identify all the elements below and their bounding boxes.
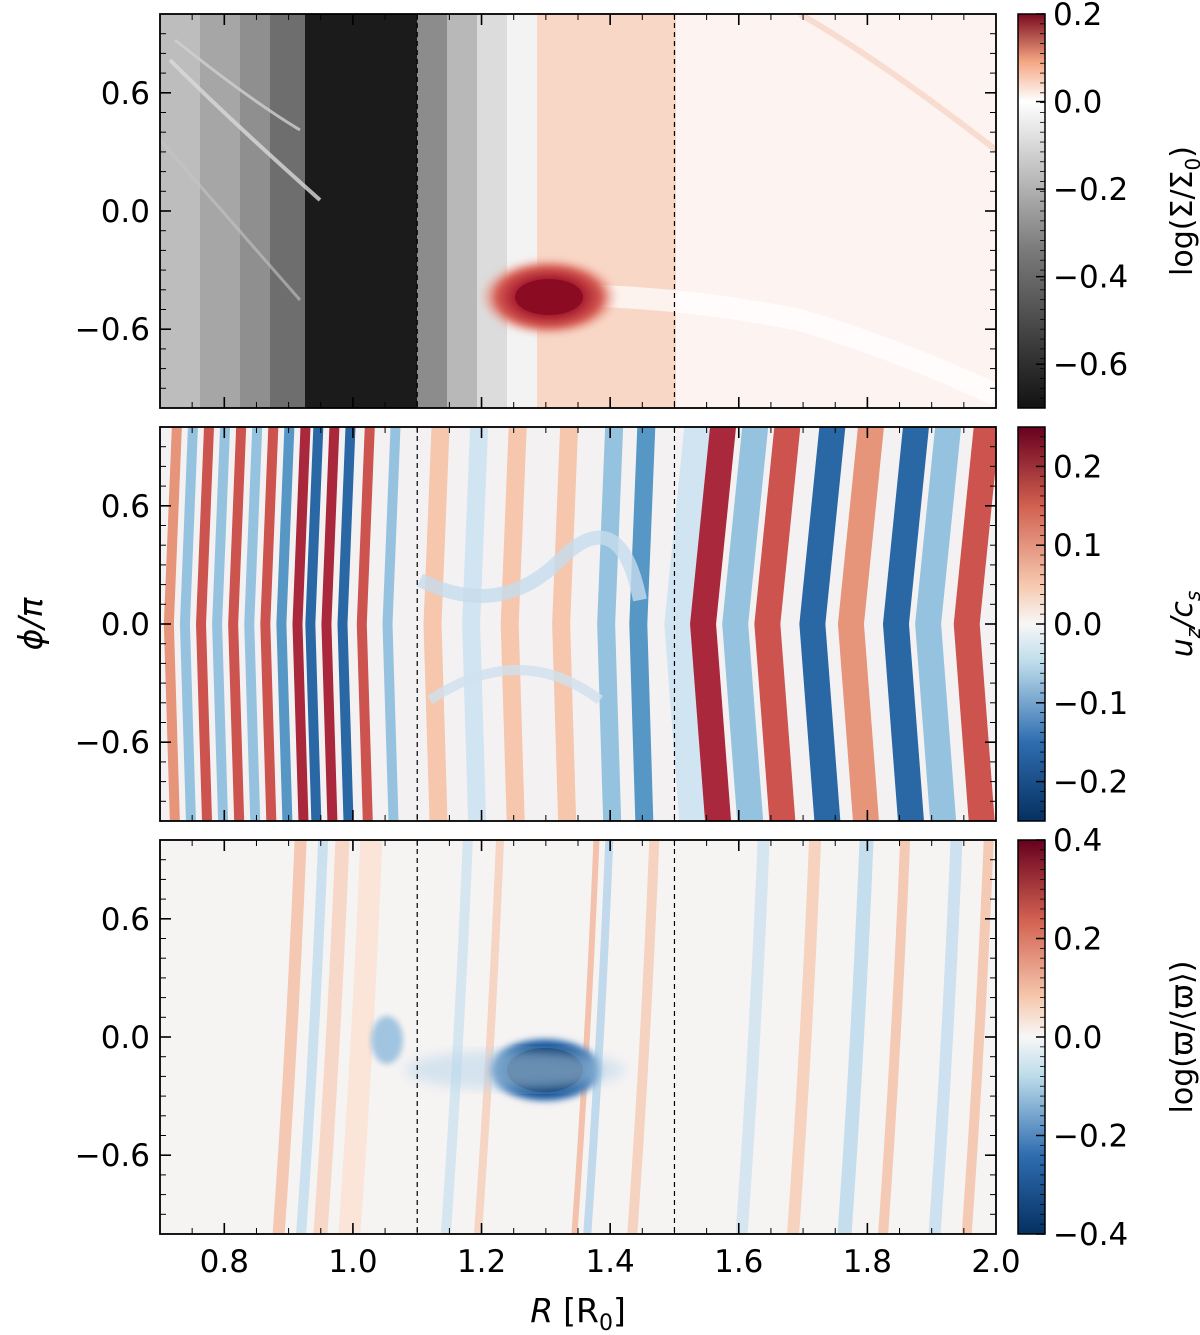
vortensity-streak: [583, 840, 614, 1234]
ytick-label: 0.6: [101, 76, 150, 112]
velocity-colorbar-ticks: 0.2 0.1 0.0 −0.1 −0.2: [1036, 426, 1128, 822]
vortensity-streak: [440, 840, 473, 1234]
vortensity-heatmap: [160, 840, 996, 1234]
vortensity-streak: [571, 840, 600, 1234]
ytick-label: 0.0: [101, 1020, 150, 1056]
ytick-label: −0.6: [75, 312, 150, 348]
velocity-band: [462, 427, 489, 821]
colorbar-tick-label: −0.2: [1053, 765, 1128, 801]
panel-vortensity: −0.60.00.6 0.8 1.0 1.2 1.4 1.6 1.8 2.0 0.40.20…: [75, 823, 1200, 1280]
ytick-label: 0.6: [101, 489, 150, 525]
panel-velocity: −0.6 0.0 0.6 0.2 0.1 0.0 −0.1 −0.2 uz/cs: [75, 426, 1200, 822]
velocity-band: [799, 427, 846, 821]
velocity-band: [163, 427, 182, 821]
velocity-band: [196, 427, 215, 821]
colorbar-tick-label: −0.4: [1053, 260, 1128, 296]
colorbar-tick-label: −0.4: [1053, 1217, 1128, 1253]
colorbar-tick-label: 0.0: [1053, 1020, 1102, 1056]
colorbar-tick-label: 0.2: [1053, 922, 1102, 958]
vortensity-streak: [272, 840, 307, 1234]
velocity-yticks: −0.6 0.0 0.6: [75, 446, 996, 802]
vortensity-colorbar-label: log(ϖ/⟨ϖ⟩): [1165, 961, 1200, 1114]
velocity-band: [321, 427, 340, 821]
colorbar-tick-label: 0.0: [1053, 85, 1102, 121]
velocity-band: [882, 427, 929, 821]
xtick-label: 1.2: [457, 1244, 506, 1280]
velocity-heatmap: [160, 427, 996, 821]
xtick-label: 2.0: [971, 1244, 1020, 1280]
density-yticks: −0.6 0.0 0.6: [75, 33, 996, 389]
vortensity-streak: [627, 840, 660, 1234]
xtick-label: 1.4: [585, 1244, 634, 1280]
vortensity-streak: [837, 840, 874, 1234]
colorbar-tick-label: 0.4: [1053, 823, 1102, 859]
velocity-band: [305, 427, 324, 821]
ytick-label: 0.6: [101, 902, 150, 938]
velocity-band: [754, 427, 801, 821]
vortensity-streak: [473, 840, 504, 1234]
velocity-band: [597, 427, 624, 821]
velocity-band: [629, 427, 656, 821]
velocity-band: [722, 427, 769, 821]
vortensity-streak: [878, 840, 911, 1234]
vortensity-streak: [313, 840, 350, 1234]
velocity-band: [244, 427, 263, 821]
xtick-label: 1.6: [714, 1244, 763, 1280]
vortensity-streak: [338, 840, 383, 1234]
velocity-band: [953, 427, 996, 821]
colorbar-tick-label: 0.1: [1053, 528, 1102, 564]
ytick-label: −0.6: [75, 725, 150, 761]
xtick-label: 0.8: [200, 1244, 249, 1280]
velocity-band: [500, 427, 527, 821]
colorbar-tick-label: 0.0: [1053, 607, 1102, 643]
velocity-band: [552, 427, 579, 821]
vortensity-colorbar-ticks: 0.4 0.2 0.0 −0.2 −0.4: [1036, 823, 1128, 1253]
velocity-band: [356, 427, 375, 821]
velocity-band: [260, 427, 279, 821]
ytick-label: −0.6: [75, 1138, 150, 1174]
xtick-label: 1.8: [843, 1244, 892, 1280]
x-axis-title: R [R0]: [530, 1291, 626, 1335]
vortensity-streak: [787, 840, 822, 1234]
velocity-band: [337, 427, 356, 821]
velocity-xticks: [191, 427, 965, 821]
vortensity-streak: [961, 840, 994, 1234]
velocity-band: [664, 427, 711, 821]
ytick-label: 0.0: [101, 607, 150, 643]
velocity-band: [292, 427, 311, 821]
ytick-label: 0.0: [101, 194, 150, 230]
vortensity-xticks: 0.8 1.0 1.2 1.4 1.6 1.8 2.0: [191, 840, 1021, 1280]
vortensity-streak: [928, 840, 963, 1234]
density-heatmap: [160, 14, 996, 408]
density-xticks: [191, 14, 965, 408]
vortensity-streak: [735, 840, 770, 1234]
vortensity-streak: [296, 840, 329, 1234]
velocity-band: [228, 427, 247, 821]
velocity-band: [837, 427, 884, 821]
colorbar-tick-label: −0.1: [1053, 686, 1128, 722]
colorbar-tick-label: 0.2: [1053, 0, 1102, 33]
colorbar-tick-label: −0.2: [1053, 1119, 1128, 1155]
velocity-band: [915, 427, 962, 821]
velocity-colorbar-label: uz/cs: [1165, 591, 1200, 658]
velocity-band: [690, 427, 737, 821]
density-colorbar-ticks: 0.2 0.0 −0.2 −0.4 −0.6: [1036, 0, 1128, 409]
density-colorbar-label: log(Σ/Σ0): [1165, 146, 1200, 276]
y-axis-title: ϕ/π: [11, 596, 50, 650]
vortensity-yticks: −0.6 0.0 0.6: [75, 859, 996, 1215]
panel-density: −0.6 0.0 0.6 0.2 0.0 −0.2 −0.4 −0.6 log(Σ/Σ0): [75, 0, 1200, 409]
velocity-band: [179, 427, 198, 821]
velocity-band: [423, 427, 450, 821]
colorbar-tick-label: −0.2: [1053, 172, 1128, 208]
velocity-band: [276, 427, 295, 821]
colorbar-tick-label: −0.6: [1053, 347, 1128, 383]
colorbar-tick-label: 0.2: [1053, 449, 1102, 485]
velocity-band: [212, 427, 231, 821]
velocity-band: [382, 427, 401, 821]
xtick-label: 1.0: [328, 1244, 377, 1280]
